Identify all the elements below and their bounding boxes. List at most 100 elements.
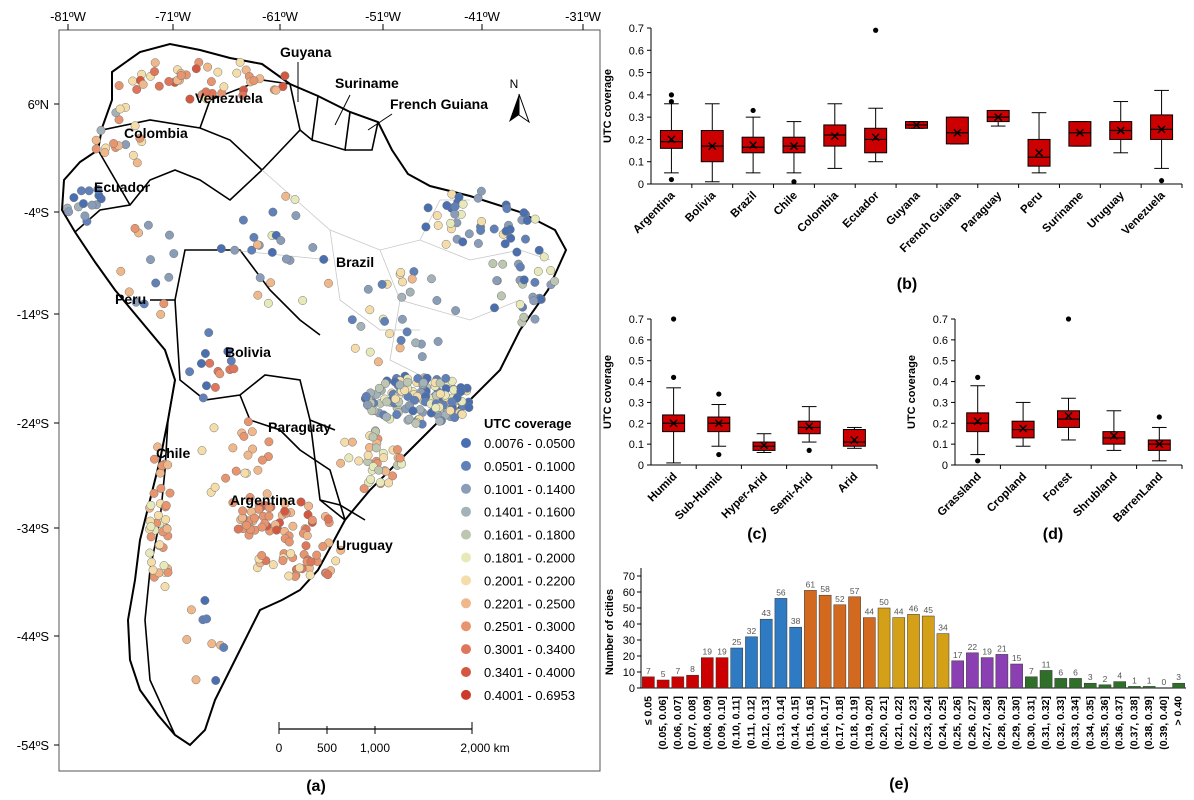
boxplot-landcover: 0 0.1 0.2 0.3 0.4 0.5 0.6 0.7 UTC coverage Grassl…	[906, 314, 1183, 543]
x-tick-label: (0.25, 0.26]	[952, 696, 964, 750]
city-dot	[408, 406, 418, 416]
histogram-bar	[877, 607, 891, 689]
histogram-bar	[863, 617, 876, 689]
outlier-point	[1156, 414, 1162, 420]
city-dot	[432, 296, 442, 305]
outlier-point	[716, 451, 722, 458]
bar-value-label: 1	[1147, 675, 1152, 685]
x-tick-label: (0.22, 0.23]	[908, 696, 920, 750]
y-tick-label: 0.4	[629, 90, 644, 102]
city-dot	[451, 306, 461, 316]
city-dot	[210, 382, 220, 392]
lat-label: -54ºS	[17, 738, 50, 753]
outlier-point	[716, 391, 722, 397]
city-dot	[165, 488, 175, 498]
city-dot	[331, 556, 341, 566]
histogram-bar	[789, 626, 802, 689]
city-dot	[149, 454, 159, 464]
city-dot	[91, 144, 101, 154]
city-dot	[197, 446, 207, 456]
city-dot	[519, 312, 529, 322]
city-dot	[162, 524, 172, 534]
city-dot	[442, 201, 452, 210]
y-tick-label: 40	[623, 619, 635, 631]
city-dot	[250, 513, 260, 523]
x-tick-label: (0.29, 0.30]	[1011, 696, 1023, 750]
city-dot	[200, 596, 210, 605]
city-dot	[363, 450, 373, 460]
city-dot	[215, 369, 225, 379]
city-dot	[243, 417, 253, 427]
city-dot	[263, 298, 273, 308]
city-dot	[148, 565, 158, 575]
city-dot	[396, 267, 406, 277]
city-dot	[363, 284, 373, 294]
city-dot	[165, 230, 174, 240]
city-dot	[202, 614, 212, 624]
city-dot	[128, 76, 138, 86]
city-dot	[550, 276, 560, 286]
legend-item: 0.4001 - 0.6953	[484, 688, 575, 703]
histogram-bar	[1054, 678, 1068, 689]
x-tick-label: (0.35, 0.36]	[1099, 696, 1111, 750]
city-dot	[271, 85, 281, 95]
x-tick-label: (0.07, 0.08]	[687, 696, 699, 750]
x-tick-label: (0.21, 0.22]	[893, 696, 905, 750]
lat-label: 6ºN	[28, 97, 49, 112]
city-dot	[533, 266, 543, 276]
city-dot	[336, 545, 346, 555]
city-dot	[238, 506, 248, 516]
city-dot	[249, 232, 259, 242]
mean-marker	[667, 135, 676, 144]
bar-value-label: 15	[1012, 653, 1022, 663]
mean-marker	[1064, 411, 1073, 420]
x-tick-label: (0.31, 0.32]	[1040, 696, 1052, 750]
box	[707, 416, 731, 433]
city-dot	[374, 383, 384, 393]
y-tick-label: 0.5	[629, 68, 644, 80]
city-dot	[373, 357, 383, 367]
y-tick-label: 20	[623, 651, 635, 663]
city-dot	[146, 532, 156, 542]
x-tick-label: (0.11, 0.12]	[745, 696, 757, 749]
histogram-bar	[907, 614, 920, 689]
label-bolivia: Bolivia	[225, 344, 271, 360]
city-dot	[114, 81, 124, 91]
city-dot	[243, 450, 253, 460]
city-dot	[492, 276, 502, 286]
city-dot	[496, 291, 506, 301]
city-dot	[164, 272, 174, 282]
city-dot	[156, 483, 166, 493]
city-dot	[347, 315, 357, 325]
y-tick-label: 0.7	[629, 23, 644, 35]
city-dot	[529, 296, 539, 306]
x-tick-label: Suriname	[1040, 190, 1086, 236]
histogram-bar	[700, 657, 714, 689]
map-graticule: -81ºW -71ºW -61ºW -51ºW -41ºW -31ºW 6ºN -4ºS -14…	[17, 9, 602, 753]
city-dot	[223, 346, 233, 356]
city-dot	[458, 199, 468, 209]
city-dot	[138, 79, 148, 89]
city-dot	[206, 77, 216, 87]
city-dot	[191, 64, 201, 74]
city-dot	[388, 471, 398, 481]
label-argentina: Argentina	[230, 492, 296, 508]
mean-marker	[1109, 431, 1118, 440]
legend-item: 0.0501 - 0.1000	[484, 459, 575, 474]
x-tick-label: Humid	[646, 471, 680, 505]
city-dot	[155, 540, 165, 550]
city-dot	[146, 522, 156, 532]
box	[1147, 439, 1171, 451]
city-dot	[278, 82, 288, 92]
city-dot	[490, 303, 499, 313]
city-dot	[450, 202, 460, 212]
bar-value-label: 61	[806, 579, 816, 589]
x-tick-label: (0.09, 0.10]	[716, 696, 728, 750]
box	[782, 136, 806, 154]
city-dot	[522, 216, 532, 225]
mean-marker	[1035, 148, 1044, 157]
panel-label: (b)	[897, 276, 917, 293]
histogram-bar	[1069, 678, 1082, 689]
x-tick-label: (0.30, 0.31]	[1025, 696, 1037, 750]
y-tick-label: 0.6	[933, 335, 948, 347]
